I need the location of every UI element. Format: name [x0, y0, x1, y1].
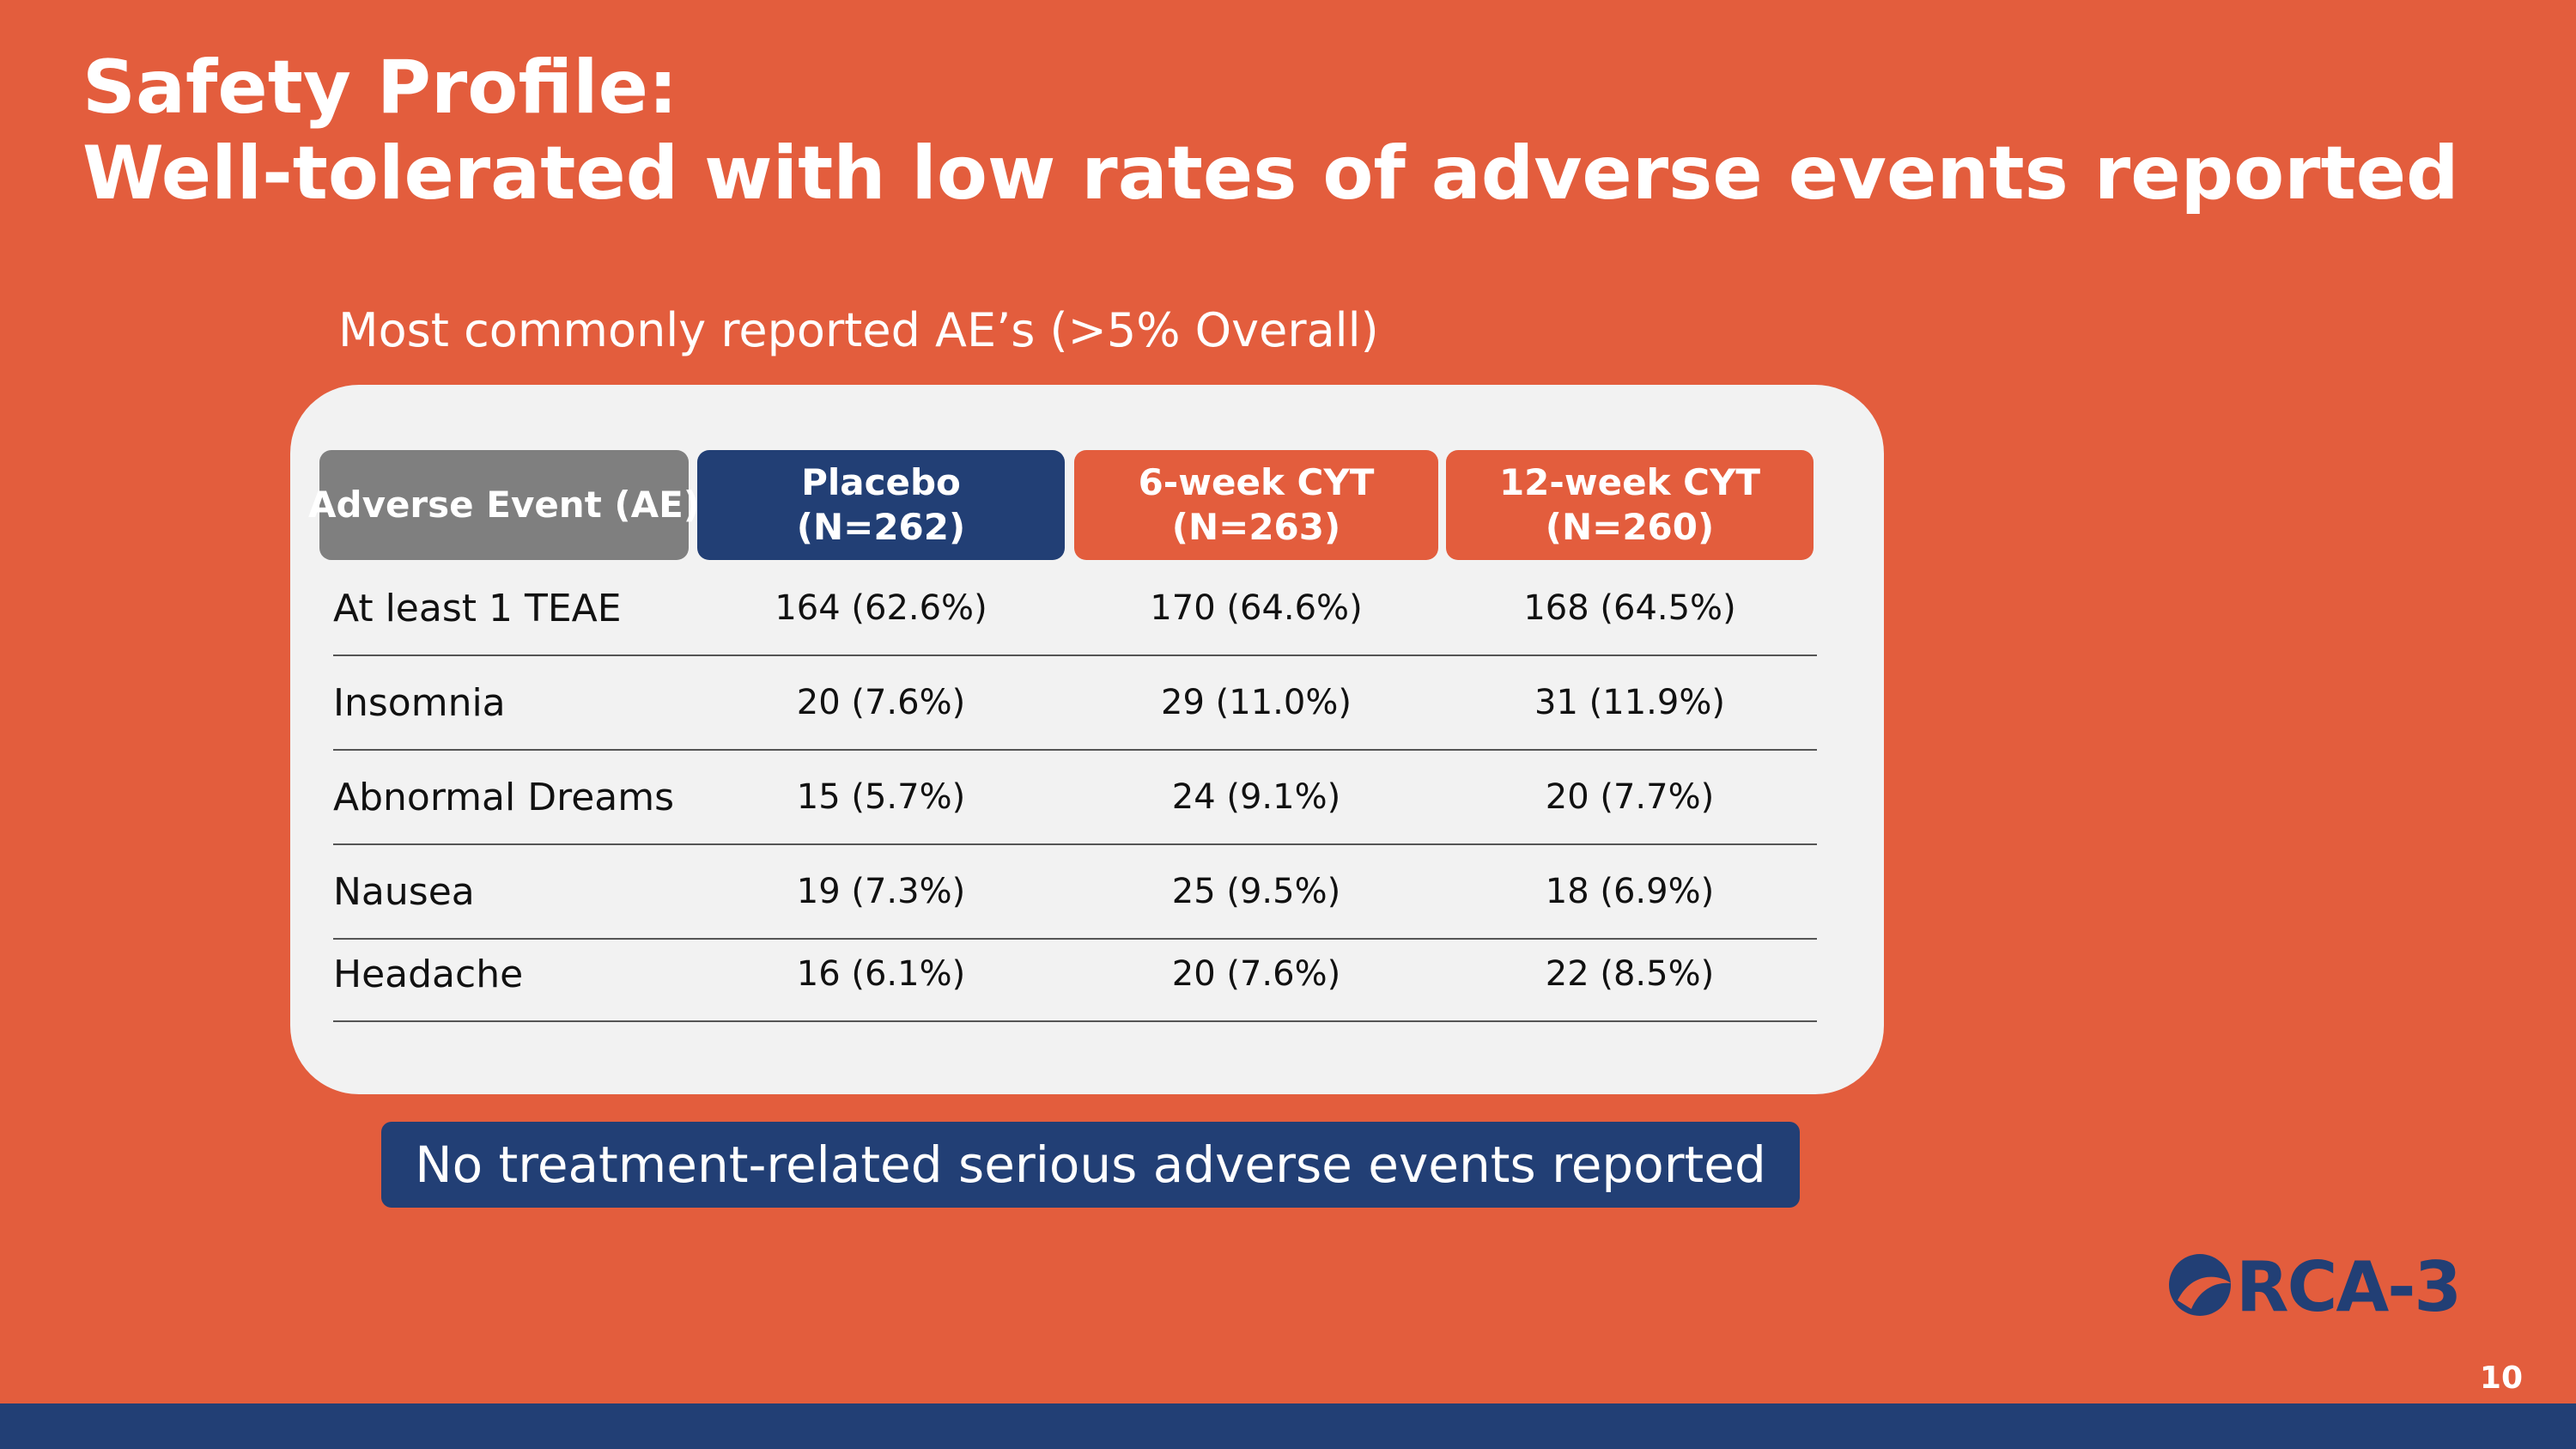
row-event: Headache	[333, 952, 524, 996]
header-6-week-cyt: 6-week CYT (N=263)	[1074, 450, 1438, 560]
header-6-week-cyt-n: (N=263)	[1171, 506, 1341, 548]
page-number: 10	[2479, 1361, 2523, 1396]
header-adverse-event-label: Adverse Event (AE)	[308, 484, 700, 526]
row-placebo-value: 164 (62.6%)	[775, 588, 987, 628]
slide-title-line-1: Safety Profile:	[82, 45, 678, 131]
row-12-week-value: 20 (7.7%)	[1545, 777, 1715, 817]
row-12-week-value: 31 (11.9%)	[1534, 683, 1725, 722]
row-event: At least 1 TEAE	[333, 586, 622, 630]
table-row: Headache 16 (6.1%) 20 (7.6%) 22 (8.5%)	[333, 928, 1817, 1022]
row-placebo-value: 16 (6.1%)	[796, 954, 966, 994]
row-12-week-value: 168 (64.5%)	[1523, 588, 1736, 628]
table-row: Abnormal Dreams 15 (5.7%) 24 (9.1%) 20 (…	[333, 751, 1817, 845]
no-serious-ae-banner: No treatment-related serious adverse eve…	[381, 1122, 1800, 1208]
table-row: At least 1 TEAE 164 (62.6%) 170 (64.6%) …	[333, 562, 1817, 656]
orca-3-logo: RCA-3	[2169, 1247, 2462, 1323]
footer-bar	[0, 1403, 2576, 1449]
row-6-week-value: 20 (7.6%)	[1171, 954, 1341, 994]
row-6-week-value: 24 (9.1%)	[1171, 777, 1341, 817]
header-placebo-n: (N=262)	[796, 506, 966, 548]
header-12-week-cyt: 12-week CYT (N=260)	[1446, 450, 1814, 560]
table-row: Insomnia 20 (7.6%) 29 (11.0%) 31 (11.9%)	[333, 656, 1817, 751]
row-event: Nausea	[333, 869, 475, 914]
row-12-week-value: 22 (8.5%)	[1545, 954, 1715, 994]
row-6-week-value: 170 (64.6%)	[1150, 588, 1363, 628]
header-placebo: Placebo (N=262)	[697, 450, 1065, 560]
header-adverse-event: Adverse Event (AE)	[308, 450, 700, 560]
row-placebo-value: 20 (7.6%)	[796, 683, 966, 722]
row-6-week-value: 29 (11.0%)	[1161, 683, 1352, 722]
row-event: Abnormal Dreams	[333, 775, 675, 819]
svg-text:RCA-3: RCA-3	[2236, 1247, 2460, 1323]
table-row: Nausea 19 (7.3%) 25 (9.5%) 18 (6.9%)	[333, 845, 1817, 940]
row-placebo-value: 19 (7.3%)	[796, 872, 966, 911]
header-6-week-cyt-label: 6-week CYT	[1138, 461, 1375, 503]
header-placebo-label: Placebo	[801, 461, 961, 503]
header-12-week-cyt-n: (N=260)	[1545, 506, 1715, 548]
slide-title: Safety Profile: Well-tolerated with low …	[82, 45, 2459, 216]
row-placebo-value: 15 (5.7%)	[796, 777, 966, 817]
slide-title-line-2: Well-tolerated with low rates of adverse…	[82, 131, 2459, 216]
header-12-week-cyt-label: 12-week CYT	[1498, 461, 1761, 503]
row-6-week-value: 25 (9.5%)	[1171, 872, 1341, 911]
row-12-week-value: 18 (6.9%)	[1545, 872, 1715, 911]
row-event: Insomnia	[333, 680, 506, 725]
table-caption: Most commonly reported AE’s (>5% Overall…	[338, 303, 1379, 357]
